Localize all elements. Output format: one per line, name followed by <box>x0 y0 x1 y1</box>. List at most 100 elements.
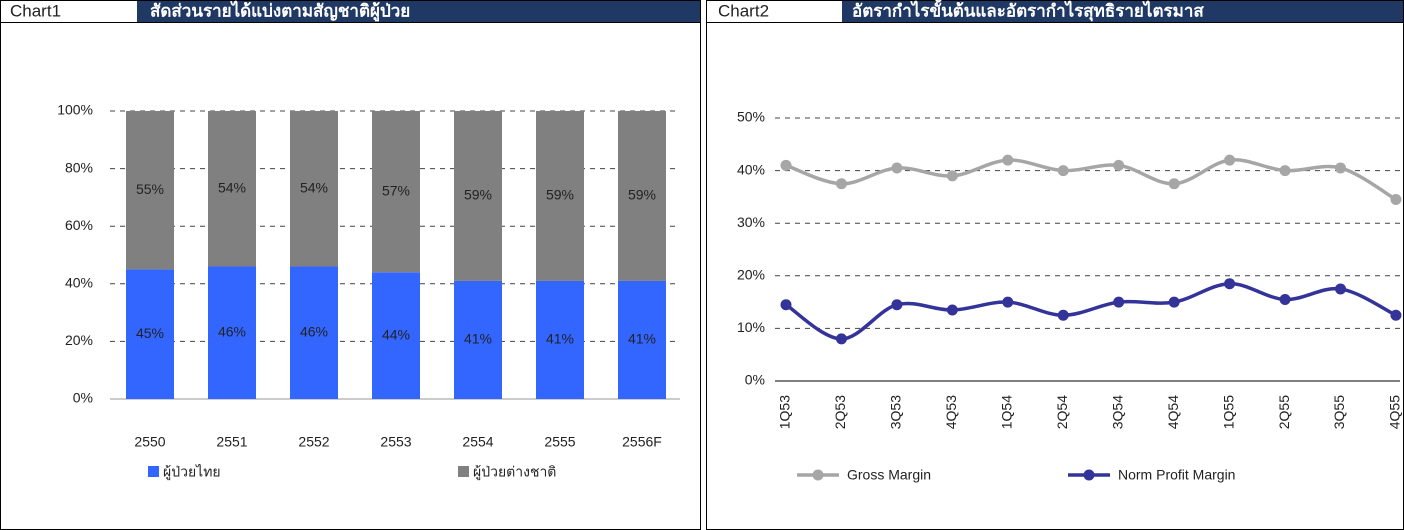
data-label: 41% <box>628 331 656 347</box>
point <box>780 299 792 311</box>
data-label: 54% <box>300 179 328 195</box>
bar-segment <box>290 111 338 267</box>
data-label: 41% <box>464 331 492 347</box>
y-tick-label: 30% <box>737 214 765 230</box>
legend-marker <box>1083 469 1095 481</box>
point <box>780 159 792 171</box>
x-tick-label: 2553 <box>380 434 411 450</box>
point <box>1002 154 1014 166</box>
bar-segment <box>126 269 174 399</box>
x-tick-label: 4Q55 <box>1387 395 1403 429</box>
bar-segment <box>454 280 502 399</box>
bar-segment <box>536 280 584 399</box>
point <box>1335 162 1346 174</box>
bar-segment <box>208 111 256 267</box>
bar-segment <box>454 111 502 281</box>
y-tick-label: 60% <box>65 217 93 233</box>
point <box>1113 296 1125 308</box>
point <box>1390 194 1402 206</box>
series-line <box>785 158 1397 202</box>
point <box>1224 278 1236 290</box>
x-tick-label: 4Q54 <box>1165 395 1181 429</box>
legend-label: Gross Margin <box>847 467 931 483</box>
legend-swatch <box>148 466 159 477</box>
data-label: 46% <box>218 323 246 339</box>
bar-segment <box>208 266 256 399</box>
header-bar <box>842 1 1403 22</box>
x-tick-label: 2550 <box>134 434 165 450</box>
data-label: 59% <box>628 187 656 203</box>
x-tick-label: 2556F <box>622 434 662 450</box>
point <box>891 162 903 174</box>
panel-border <box>0 0 701 530</box>
y-tick-label: 20% <box>65 332 93 348</box>
y-tick-label: 40% <box>737 161 765 177</box>
chart-label: Chart2 <box>718 1 769 20</box>
x-tick-label: 2552 <box>298 434 329 450</box>
series-line <box>785 281 1397 341</box>
data-label: 55% <box>136 181 164 197</box>
point <box>891 299 903 311</box>
x-tick-label: 2551 <box>216 434 247 450</box>
y-tick-label: 10% <box>737 319 765 335</box>
bar-segment <box>372 111 420 273</box>
x-tick-label: 1Q54 <box>999 395 1015 429</box>
point <box>1168 296 1180 308</box>
chart-title: สัดส่วนรายได้แบ่งตามสัญชาติผู้ป่วย <box>150 0 410 22</box>
data-label: 44% <box>382 326 410 342</box>
bar-segment <box>618 280 666 399</box>
x-tick-label: 1Q55 <box>1220 395 1236 429</box>
x-tick-label: 2Q55 <box>1276 395 1292 429</box>
x-tick-label: 3Q53 <box>888 395 904 429</box>
point <box>835 178 847 190</box>
point <box>1390 309 1402 321</box>
header-bar <box>137 1 700 22</box>
data-label: 59% <box>464 187 492 203</box>
chart-title: อัตรากำไรขั้นต้นและอัตรากำไรสุทธิรายไตรม… <box>852 0 1204 21</box>
y-tick-label: 0% <box>73 390 93 406</box>
x-tick-label: 2555 <box>544 434 575 450</box>
x-tick-label: 2Q53 <box>832 395 848 429</box>
x-tick-label: 2554 <box>462 434 493 450</box>
legend-label: ผู้ป่วยต่างชาติ <box>473 464 556 481</box>
x-tick-label: 1Q53 <box>777 395 793 429</box>
x-tick-label: 3Q55 <box>1331 395 1347 429</box>
x-tick-label: 2Q54 <box>1054 395 1070 429</box>
y-tick-label: 50% <box>737 109 765 125</box>
legend-marker <box>812 469 824 481</box>
legend-label: ผู้ป่วยไทย <box>163 464 221 481</box>
y-tick-label: 100% <box>57 102 93 118</box>
data-label: 54% <box>218 179 246 195</box>
chart-label: Chart1 <box>10 1 61 20</box>
legend-swatch <box>458 466 469 477</box>
point <box>1057 165 1069 177</box>
point <box>1335 283 1346 295</box>
point <box>835 333 847 345</box>
data-label: 57% <box>382 182 410 198</box>
data-label: 41% <box>546 331 574 347</box>
point <box>1168 178 1180 190</box>
point <box>1279 165 1291 177</box>
point <box>946 304 958 316</box>
y-tick-label: 20% <box>737 267 765 283</box>
x-tick-label: 4Q53 <box>943 395 959 429</box>
bar-segment <box>536 111 584 281</box>
point <box>1057 309 1069 321</box>
point <box>1279 293 1291 305</box>
bar-segment <box>126 111 174 270</box>
bar-segment <box>290 266 338 399</box>
legend-label: Norm Profit Margin <box>1118 467 1235 483</box>
point <box>946 170 958 182</box>
data-label: 45% <box>136 325 164 341</box>
panel-border <box>706 0 1404 530</box>
data-label: 59% <box>546 187 574 203</box>
y-tick-label: 40% <box>65 275 93 291</box>
point <box>1002 296 1014 308</box>
data-label: 46% <box>300 323 328 339</box>
bar-segment <box>372 272 420 399</box>
bar-segment <box>618 111 666 281</box>
x-tick-label: 3Q54 <box>1109 395 1125 429</box>
point <box>1224 154 1236 166</box>
y-tick-label: 0% <box>745 372 765 388</box>
